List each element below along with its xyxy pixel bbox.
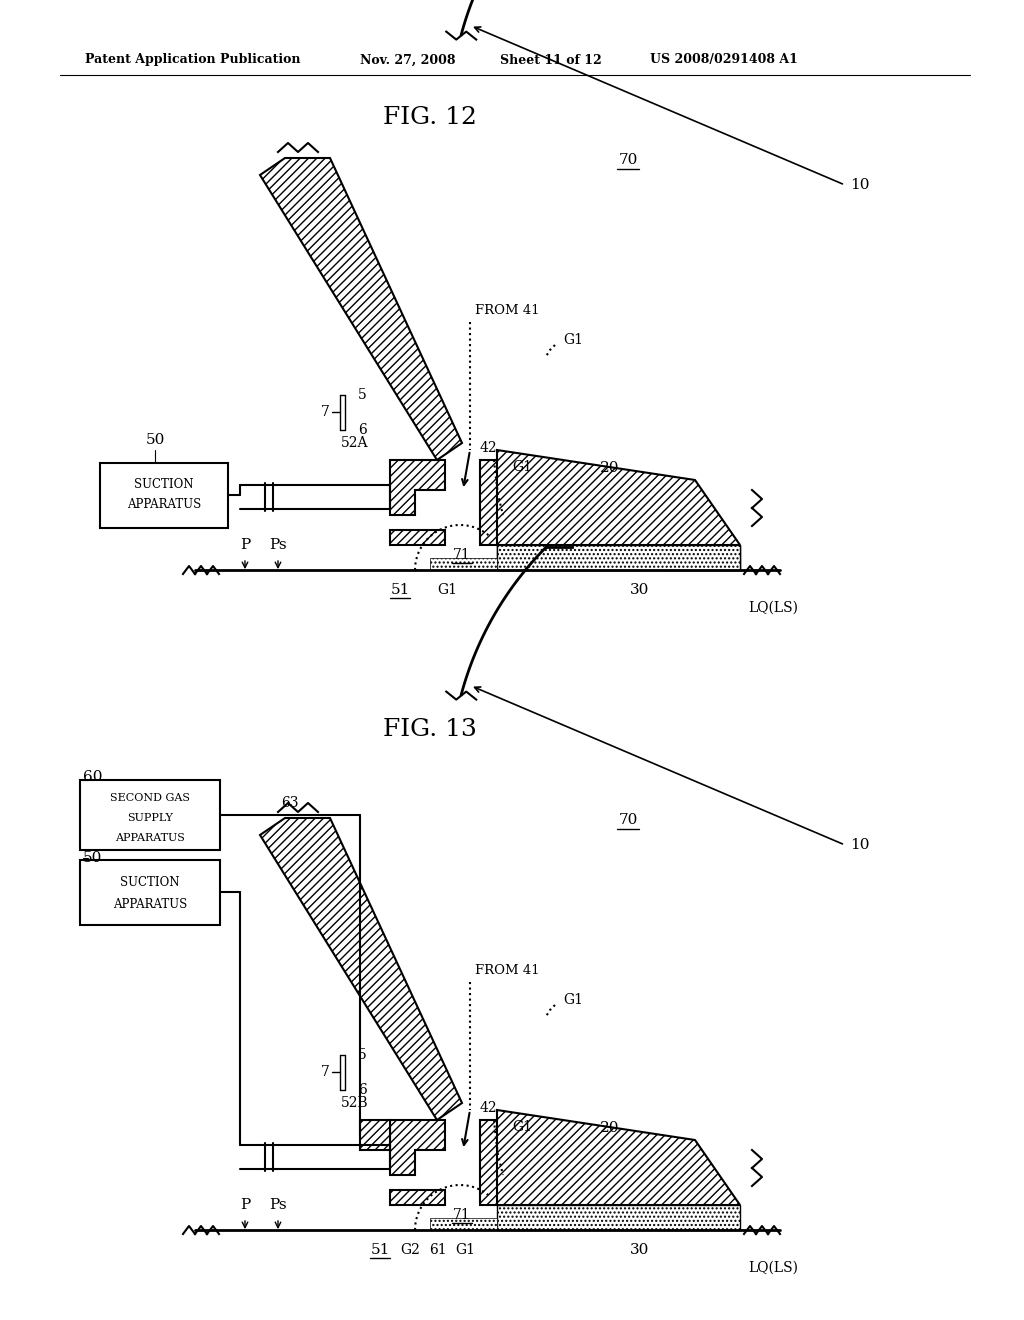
Text: 63: 63 (282, 796, 299, 810)
Text: 61: 61 (429, 1243, 446, 1257)
Text: G1: G1 (563, 993, 583, 1007)
Text: 20: 20 (600, 1121, 620, 1135)
Text: FIG. 12: FIG. 12 (383, 107, 477, 129)
Text: SECOND GAS: SECOND GAS (110, 793, 190, 803)
Text: 52B: 52B (340, 1096, 368, 1110)
Polygon shape (480, 1119, 530, 1205)
Polygon shape (430, 558, 497, 570)
Text: 50: 50 (145, 433, 165, 447)
Polygon shape (260, 158, 462, 459)
Text: LQ(LS): LQ(LS) (748, 601, 798, 615)
Polygon shape (430, 1218, 497, 1230)
Text: 6: 6 (358, 422, 367, 437)
Text: G2: G2 (400, 1243, 420, 1257)
Text: SUPPLY: SUPPLY (127, 813, 173, 822)
Text: SUCTION: SUCTION (134, 479, 194, 491)
Text: FIG. 13: FIG. 13 (383, 718, 477, 742)
Text: APPARATUS: APPARATUS (127, 499, 201, 511)
Bar (100, 463, 228, 528)
Text: 70: 70 (618, 813, 638, 828)
Text: 5: 5 (358, 1048, 367, 1063)
Polygon shape (497, 545, 740, 570)
Text: 52A: 52A (341, 436, 368, 450)
Text: G1: G1 (437, 583, 457, 597)
Bar (80, 861, 220, 925)
Text: 7: 7 (322, 1065, 330, 1078)
Text: 7: 7 (322, 405, 330, 418)
Text: APPARATUS: APPARATUS (113, 899, 187, 912)
Polygon shape (390, 459, 445, 515)
Text: P: P (240, 539, 250, 552)
Text: 10: 10 (850, 838, 869, 851)
Polygon shape (390, 1119, 445, 1175)
Text: P: P (240, 1199, 250, 1212)
Polygon shape (390, 531, 445, 545)
Polygon shape (360, 1119, 390, 1150)
Polygon shape (497, 545, 740, 570)
Text: 30: 30 (631, 583, 649, 597)
Text: 71: 71 (454, 548, 471, 562)
Text: 30: 30 (631, 1243, 649, 1257)
Text: FROM 41: FROM 41 (475, 964, 540, 977)
Text: G1: G1 (455, 1243, 475, 1257)
Text: 50: 50 (83, 851, 102, 865)
Text: 71: 71 (454, 1208, 471, 1222)
Text: G1: G1 (512, 459, 532, 474)
Text: Patent Application Publication: Patent Application Publication (85, 54, 300, 66)
Text: 42: 42 (480, 441, 498, 455)
Text: Nov. 27, 2008: Nov. 27, 2008 (360, 54, 456, 66)
Polygon shape (497, 450, 740, 545)
Text: Ps: Ps (269, 1199, 287, 1212)
Text: 51: 51 (371, 1243, 390, 1257)
Text: 60: 60 (83, 770, 102, 784)
Polygon shape (497, 1110, 740, 1205)
Text: LQ(LS): LQ(LS) (748, 1261, 798, 1275)
Text: G1: G1 (512, 1119, 532, 1134)
Text: 5: 5 (358, 388, 367, 403)
Polygon shape (390, 1191, 445, 1205)
Text: FROM 41: FROM 41 (475, 304, 540, 317)
Text: Ps: Ps (269, 539, 287, 552)
Text: APPARATUS: APPARATUS (115, 833, 185, 843)
Text: 20: 20 (600, 461, 620, 475)
Polygon shape (497, 1205, 740, 1230)
Polygon shape (260, 818, 462, 1119)
Text: SUCTION: SUCTION (120, 875, 180, 888)
Polygon shape (480, 459, 530, 545)
Text: US 2008/0291408 A1: US 2008/0291408 A1 (650, 54, 798, 66)
Text: 10: 10 (850, 178, 869, 191)
Text: 70: 70 (618, 153, 638, 168)
Text: G1: G1 (563, 333, 583, 347)
Text: 51: 51 (390, 583, 410, 597)
Text: Sheet 11 of 12: Sheet 11 of 12 (500, 54, 602, 66)
Bar (80, 780, 220, 850)
Text: 42: 42 (480, 1101, 498, 1115)
Text: 6: 6 (358, 1082, 367, 1097)
